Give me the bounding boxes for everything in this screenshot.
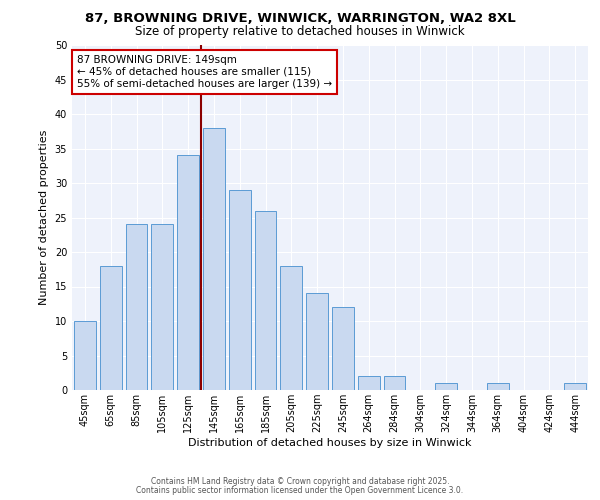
Bar bbox=[100, 266, 122, 390]
Bar bbox=[125, 224, 148, 390]
Bar bbox=[280, 266, 302, 390]
Bar bbox=[383, 376, 406, 390]
Bar bbox=[435, 383, 457, 390]
X-axis label: Distribution of detached houses by size in Winwick: Distribution of detached houses by size … bbox=[188, 438, 472, 448]
Bar bbox=[332, 307, 354, 390]
Bar bbox=[358, 376, 380, 390]
Bar bbox=[74, 321, 96, 390]
Bar bbox=[203, 128, 225, 390]
Text: Contains HM Land Registry data © Crown copyright and database right 2025.: Contains HM Land Registry data © Crown c… bbox=[151, 477, 449, 486]
Text: 87, BROWNING DRIVE, WINWICK, WARRINGTON, WA2 8XL: 87, BROWNING DRIVE, WINWICK, WARRINGTON,… bbox=[85, 12, 515, 26]
Y-axis label: Number of detached properties: Number of detached properties bbox=[39, 130, 49, 305]
Bar bbox=[177, 156, 199, 390]
Text: 87 BROWNING DRIVE: 149sqm
← 45% of detached houses are smaller (115)
55% of semi: 87 BROWNING DRIVE: 149sqm ← 45% of detac… bbox=[77, 56, 332, 88]
Bar bbox=[254, 210, 277, 390]
Bar bbox=[487, 383, 509, 390]
Text: Contains public sector information licensed under the Open Government Licence 3.: Contains public sector information licen… bbox=[136, 486, 464, 495]
Bar bbox=[306, 294, 328, 390]
Bar bbox=[151, 224, 173, 390]
Bar bbox=[229, 190, 251, 390]
Bar bbox=[564, 383, 586, 390]
Text: Size of property relative to detached houses in Winwick: Size of property relative to detached ho… bbox=[135, 25, 465, 38]
